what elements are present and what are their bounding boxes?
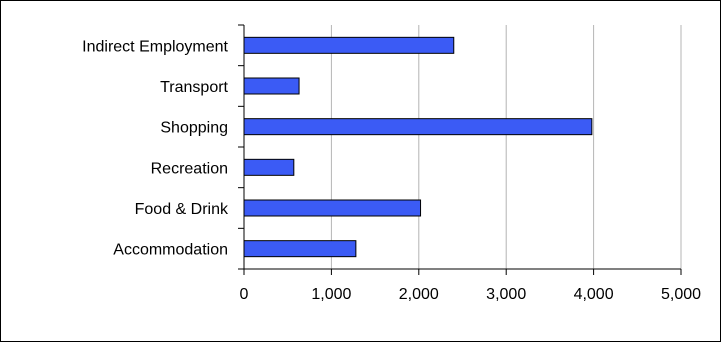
x-tick-label: 3,000	[486, 286, 526, 303]
y-tick-label: Shopping	[160, 120, 228, 137]
x-tick-label: 1,000	[311, 286, 351, 303]
x-tick-label: 5,000	[661, 286, 701, 303]
y-tick-label: Accommodation	[113, 242, 228, 259]
bars	[243, 36, 593, 258]
bar	[243, 36, 455, 54]
x-tick-label: 4,000	[574, 286, 614, 303]
x-tick-label: 0	[240, 286, 249, 303]
bar	[243, 77, 300, 95]
bar	[243, 118, 593, 136]
axes	[238, 24, 682, 275]
grid-lines	[330, 25, 682, 269]
y-tick-label: Indirect Employment	[82, 38, 228, 55]
bar	[243, 240, 357, 258]
y-tick-label: Transport	[160, 79, 228, 96]
tick-labels: Indirect Employment Transport Shopping Recr…	[82, 38, 701, 303]
y-tick-label: Recreation	[151, 160, 228, 177]
bar	[243, 158, 295, 176]
x-tick-label: 2,000	[399, 286, 439, 303]
bar	[243, 199, 422, 217]
y-tick-label: Food & Drink	[135, 201, 229, 218]
